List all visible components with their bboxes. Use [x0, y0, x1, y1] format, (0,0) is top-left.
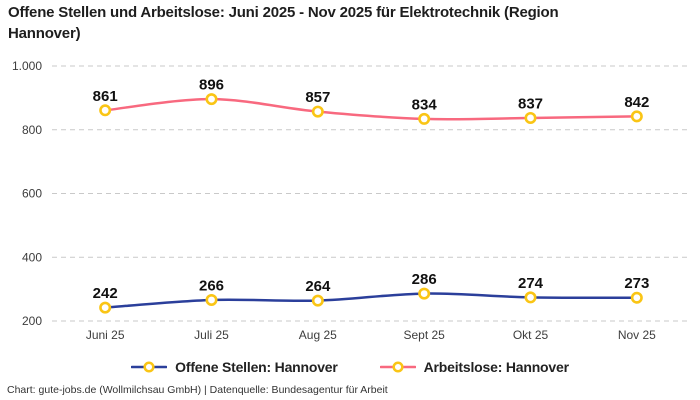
chart-attribution: Chart: gute-jobs.de (Wollmilchsau GmbH) … — [7, 384, 388, 396]
y-axis-tick-label: 200 — [22, 314, 42, 328]
legend-marker-icon — [392, 361, 404, 373]
y-axis-tick-label: 600 — [22, 187, 42, 201]
data-point-label: 286 — [412, 271, 437, 288]
data-point-marker — [311, 294, 324, 307]
data-point-label: 274 — [518, 275, 544, 292]
data-point-marker — [205, 93, 218, 106]
data-point-label: 242 — [93, 285, 118, 302]
data-point-label: 861 — [93, 88, 118, 105]
line-chart-plot-area: 200 400 600 800 1.000 Juni 25 Juli 25 Aug 25 Sep… — [12, 59, 690, 342]
legend-line-marker-icon — [131, 361, 168, 373]
data-point-label: 837 — [518, 95, 543, 112]
legend-item-offene-stellen[interactable]: Offene Stellen: Hannover — [131, 359, 338, 375]
data-point-label: 896 — [199, 77, 224, 94]
data-point-marker — [99, 104, 112, 117]
data-point-marker — [630, 110, 643, 123]
legend-label-offene-stellen: Offene Stellen: Hannover — [175, 359, 338, 375]
data-point-marker — [418, 287, 431, 300]
data-point-marker — [524, 291, 537, 304]
data-point-label: 264 — [305, 278, 331, 295]
x-axis-tick-label: Juni 25 — [86, 328, 125, 342]
data-point-marker — [205, 293, 218, 306]
series-line — [103, 292, 639, 309]
data-point-marker — [630, 291, 643, 304]
data-point-label: 266 — [199, 277, 224, 294]
x-axis-tick-label: Aug 25 — [299, 328, 337, 342]
data-point-marker — [311, 105, 324, 118]
x-axis-tick-label: Okt 25 — [513, 328, 549, 342]
y-axis-tick-label: 1.000 — [12, 59, 42, 73]
data-point-marker — [99, 301, 112, 314]
chart-title: Offene Stellen und Arbeitslose: Juni 202… — [8, 4, 559, 42]
x-axis-tick-label: Sept 25 — [403, 328, 445, 342]
y-axis-tick-label: 400 — [22, 250, 42, 264]
legend-label-arbeitslose: Arbeitslose: Hannover — [423, 359, 569, 375]
data-point-label: 273 — [624, 275, 649, 292]
data-point-marker — [524, 111, 537, 124]
legend: Offene Stellen: Hannover Arbeitslose: Ha… — [0, 359, 700, 375]
data-point-label: 834 — [412, 96, 438, 113]
data-point-label: 842 — [624, 94, 649, 111]
series-line — [103, 97, 639, 121]
x-axis-tick-label: Nov 25 — [618, 328, 656, 342]
data-point-marker — [418, 112, 431, 125]
x-axis-tick-label: Juli 25 — [194, 328, 229, 342]
legend-item-arbeitslose[interactable]: Arbeitslose: Hannover — [379, 359, 569, 375]
data-point-label: 857 — [305, 89, 330, 106]
legend-marker-icon — [143, 361, 155, 373]
y-axis-tick-label: 800 — [22, 123, 42, 137]
legend-line-marker-icon — [379, 361, 416, 373]
